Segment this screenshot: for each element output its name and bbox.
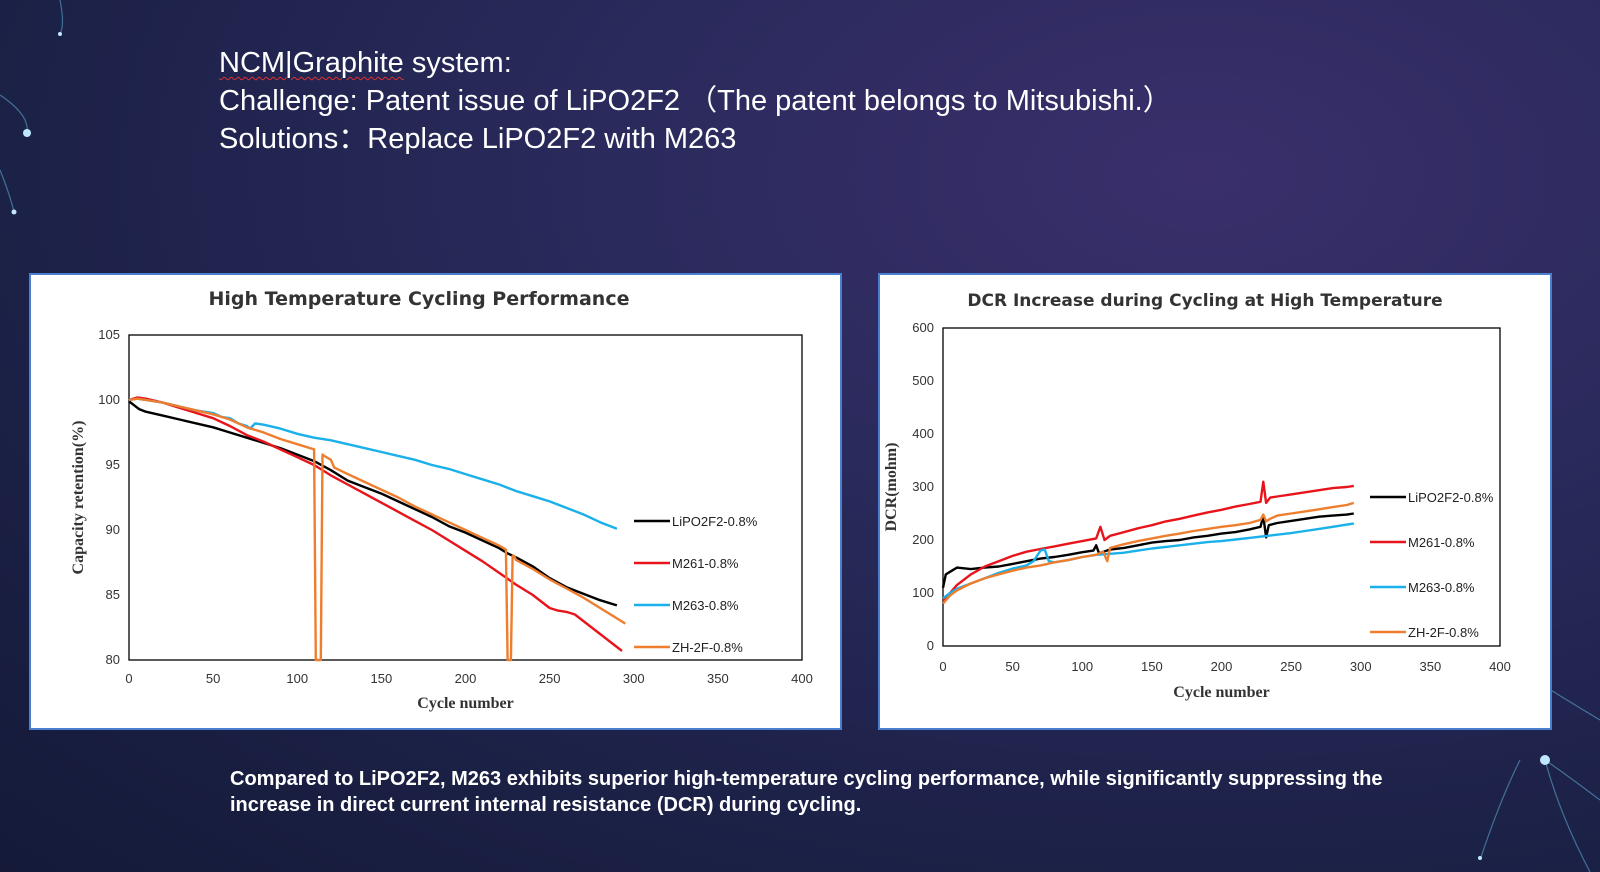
dcr-legend-label-m263-0-8: M263-0.8% <box>1408 580 1475 595</box>
capacity-chart-panel: High Temperature Cycling Performance 0 50 1… <box>29 273 842 730</box>
dcr-chart: DCR Increase during Cycling at High Temp… <box>883 291 1511 701</box>
capacity-x-tick-label: 100 <box>286 671 308 686</box>
dcr-series-line-zh-2f-0-8 <box>942 501 1355 605</box>
dcr-x-tick-label: 50 <box>1005 659 1019 674</box>
capacity-y-tick-label: 85 <box>106 587 120 602</box>
capacity-y-tick-label: 95 <box>106 457 120 472</box>
capacity-y-tick-label: 90 <box>106 522 120 537</box>
capacity-series-line-m263-0-8 <box>128 397 618 530</box>
capacity-legend-label-lipo2f2-0-8: LiPO2F2-0.8% <box>672 514 758 529</box>
slide-heading: NCM|Graphite system: Challenge: Patent i… <box>219 44 1172 158</box>
dcr-x-tick-label: 200 <box>1211 659 1233 674</box>
dcr-x-tick-label: 100 <box>1071 659 1093 674</box>
capacity-x-tick-label: 150 <box>371 671 393 686</box>
dcr-legend-label-lipo2f2-0-8: LiPO2F2-0.8% <box>1408 490 1494 505</box>
capacity-legend-label-m263-0-8: M263-0.8% <box>672 598 739 613</box>
dcr-y-tick-label: 500 <box>912 373 934 388</box>
dcr-series-line-lipo2f2-0-8 <box>941 512 1354 588</box>
dcr-x-tick-label: 400 <box>1489 659 1511 674</box>
capacity-legend-label-m261-0-8: M261-0.8% <box>672 556 739 571</box>
dcr-plot-area <box>942 327 1501 647</box>
capacity-y-tick-label: 80 <box>106 652 120 667</box>
dcr-x-tick-label: 150 <box>1141 659 1163 674</box>
dcr-x-tick-label: 300 <box>1350 659 1372 674</box>
capacity-y-axis-label: Capacity retention(%) <box>70 421 87 575</box>
capacity-y-tick-label: 100 <box>98 392 120 407</box>
heading-system-name: NCM|Graphite <box>219 47 404 79</box>
dcr-series-line-m261-0-8 <box>942 480 1354 602</box>
capacity-x-tick-label: 300 <box>623 671 645 686</box>
heading-system-suffix: system: <box>403 47 512 79</box>
capacity-x-axis-label: Cycle number <box>417 695 513 712</box>
capacity-x-tick-label: 50 <box>206 671 220 686</box>
capacity-series-line-m261-0-8 <box>128 396 623 652</box>
capacity-x-tick-label: 400 <box>791 671 813 686</box>
heading-line-3: Solutions：Replace LiPO2F2 with M263 <box>219 123 737 155</box>
capacity-x-tick-label: 250 <box>539 671 561 686</box>
dcr-y-tick-label: 600 <box>912 320 934 335</box>
dcr-y-tick-label: 400 <box>912 426 934 441</box>
dcr-chart-panel: DCR Increase during Cycling at High Temp… <box>878 273 1552 730</box>
dcr-y-tick-label: 200 <box>912 532 934 547</box>
dcr-y-tick-label: 300 <box>912 479 934 494</box>
dcr-x-tick-label: 250 <box>1280 659 1302 674</box>
dcr-y-axis-label: DCR(mohm) <box>883 443 900 532</box>
capacity-x-tick-label: 350 <box>707 671 729 686</box>
capacity-x-tick-label: 0 <box>125 671 132 686</box>
capacity-legend-label-zh-2f-0-8: ZH-2F-0.8% <box>672 640 743 655</box>
heading-line-2: Challenge: Patent issue of LiPO2F2 （The … <box>219 85 1172 117</box>
dcr-x-tick-label: 350 <box>1420 659 1442 674</box>
capacity-series-line-lipo2f2-0-8 <box>128 400 618 607</box>
dcr-series-line-m263-0-8 <box>942 522 1354 600</box>
dcr-x-tick-label: 0 <box>939 659 946 674</box>
dcr-x-axis-label: Cycle number <box>1173 684 1269 701</box>
capacity-chart: High Temperature Cycling Performance 0 50 1… <box>70 288 813 712</box>
capacity-y-tick-label: 105 <box>98 327 120 342</box>
heading-line-1: NCM|Graphite system: <box>219 44 1172 82</box>
capacity-plot-area <box>128 334 803 661</box>
conclusion-caption: Compared to LiPO2F2, M263 exhibits super… <box>230 768 1383 816</box>
capacity-x-tick-label: 200 <box>455 671 477 686</box>
capacity-chart-title: High Temperature Cycling Performance <box>209 288 630 310</box>
dcr-legend-label-zh-2f-0-8: ZH-2F-0.8% <box>1408 625 1479 640</box>
dcr-chart-title: DCR Increase during Cycling at High Temp… <box>967 291 1442 311</box>
dcr-y-tick-label: 100 <box>912 585 934 600</box>
dcr-legend-label-m261-0-8: M261-0.8% <box>1408 535 1475 550</box>
capacity-series-line-zh-2f-0-8 <box>128 397 626 662</box>
dcr-y-tick-label: 0 <box>927 638 934 653</box>
